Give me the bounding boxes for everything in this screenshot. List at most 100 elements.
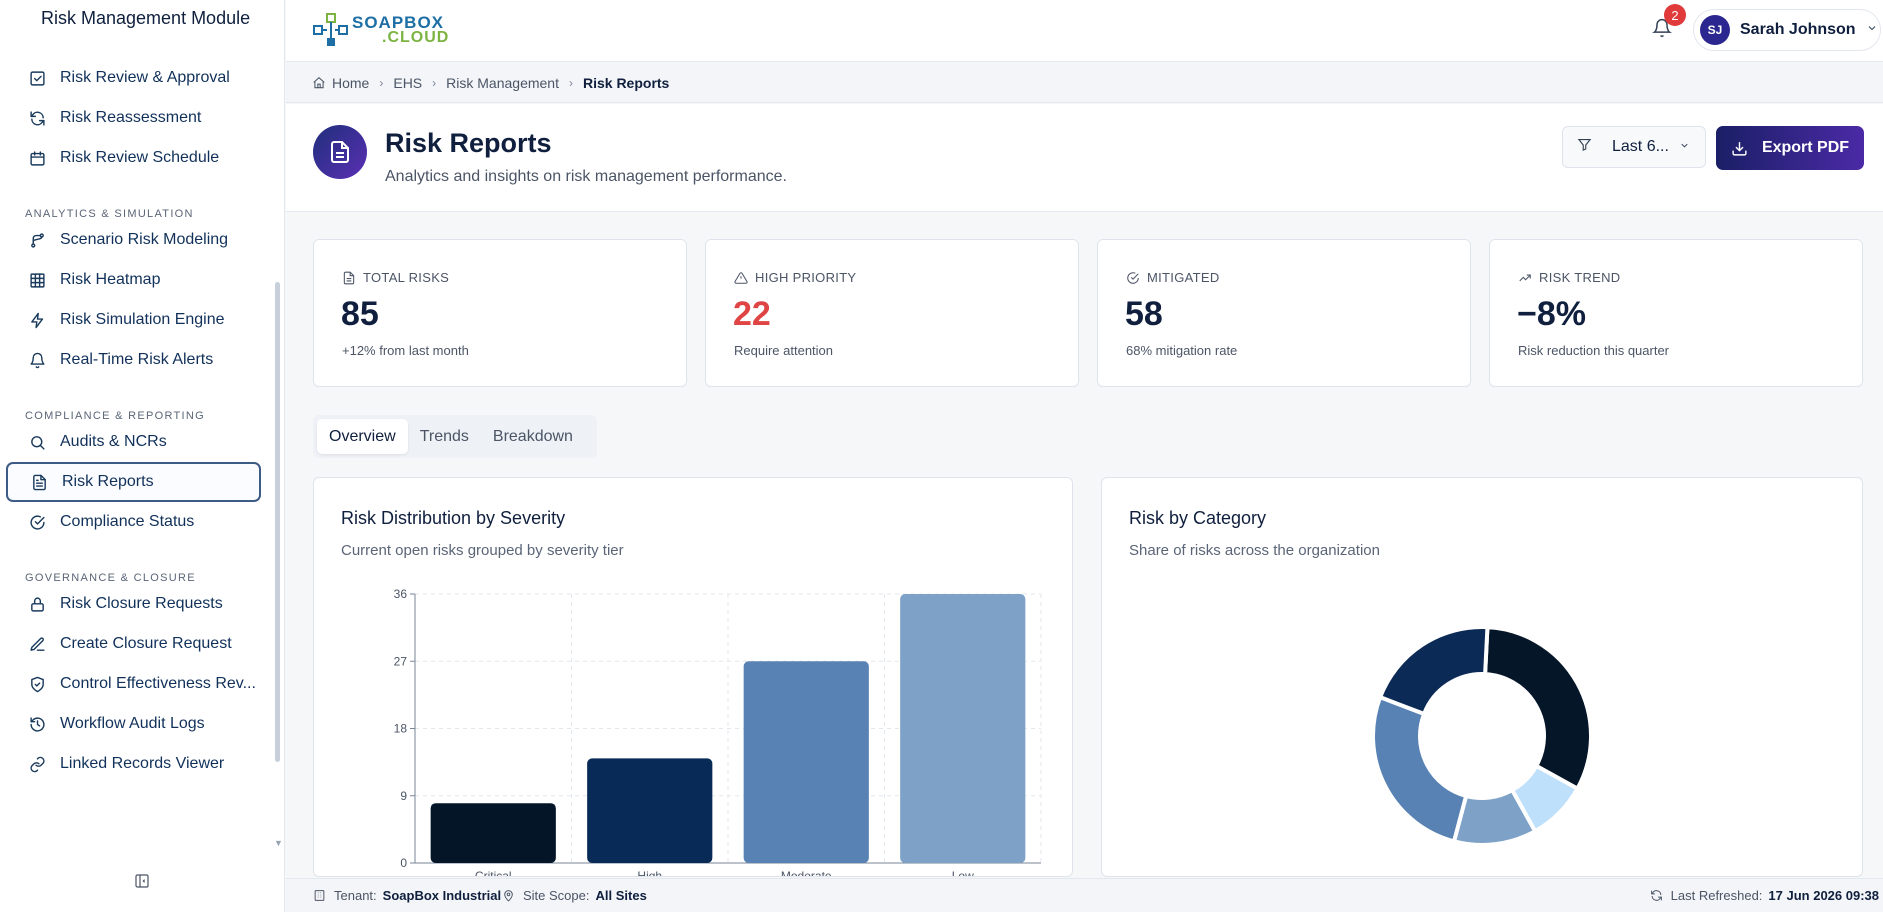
sidebar-item-workflow-audit-logs[interactable]: Workflow Audit Logs — [6, 704, 261, 744]
kpi-note: Require attention — [734, 343, 834, 358]
sidebar-item-label: Risk Review Schedule — [60, 149, 220, 166]
scroll-down-arrow-icon[interactable]: ▼ — [274, 838, 283, 848]
y-tick-label: 9 — [400, 789, 407, 803]
x-tick-label: Moderate — [781, 869, 832, 877]
last-refreshed-value: 17 Jun 2026 09:38 — [1768, 888, 1879, 903]
sidebar-item-risk-review-approval[interactable]: Risk Review & Approval — [6, 58, 261, 98]
chevron-down-icon — [1866, 21, 1878, 39]
sidebar-item-risk-reports[interactable]: Risk Reports — [6, 462, 261, 502]
document-icon — [343, 271, 355, 284]
soapbox-logo[interactable]: SOAPBOX .CLOUD — [312, 12, 449, 48]
breadcrumb-risk-management[interactable]: Risk Management — [446, 74, 559, 91]
sidebar-item-scenario-risk-modeling[interactable]: Scenario Risk Modeling — [6, 220, 261, 260]
kpi-note: 68% mitigation rate — [1126, 343, 1238, 358]
x-tick-label: Critical — [475, 869, 512, 877]
kpi-value: −8% — [1517, 295, 1586, 333]
logo-text: SOAPBOX .CLOUD — [352, 13, 450, 46]
sidebar-item-risk-reassessment[interactable]: Risk Reassessment — [6, 98, 261, 138]
chevron-right-icon: › — [379, 75, 384, 90]
user-menu-button[interactable]: SJ Sarah Johnson — [1693, 9, 1881, 51]
notification-bell-icon[interactable] — [1652, 18, 1676, 42]
tab-trends[interactable]: Trends — [419, 427, 469, 445]
check-circle-icon — [28, 513, 46, 531]
category-donut-chart — [1371, 625, 1593, 847]
lock-icon — [28, 595, 46, 613]
calendar-icon — [28, 149, 46, 167]
page-header: Risk Reports Analytics and insights on r… — [286, 104, 1883, 212]
sidebar-item-risk-simulation-engine[interactable]: Risk Simulation Engine — [6, 300, 261, 340]
refresh-icon — [28, 109, 46, 127]
chart-title: Risk by Category — [1129, 508, 1267, 528]
sidebar-item-linked-records-viewer[interactable]: Linked Records Viewer — [6, 744, 261, 784]
sidebar-item-label: Audits & NCRs — [60, 433, 167, 450]
kpi-value: 22 — [733, 295, 771, 333]
logo-mark-icon — [312, 12, 348, 48]
kpi-label: TOTAL RISKS — [363, 270, 450, 285]
sidebar-item-audits-ncrs[interactable]: Audits & NCRs — [6, 422, 261, 462]
sidebar-item-label: Scenario Risk Modeling — [60, 231, 229, 248]
sidebar-item-compliance-status[interactable]: Compliance Status — [6, 502, 261, 542]
user-name: Sarah Johnson — [1740, 21, 1856, 38]
top-bar: SOAPBOX .CLOUD 2 SJ Sarah Johnson — [286, 0, 1883, 62]
site-scope-value: All Sites — [595, 888, 647, 903]
donut-slice — [1371, 694, 1469, 844]
kpi-card-high-priority: HIGH PRIORITY 22 Require attention — [705, 239, 1079, 387]
chart-title: Risk Distribution by Severity — [341, 508, 566, 528]
sidebar-item-control-effectiveness-review[interactable]: Control Effectiveness Rev... — [6, 664, 261, 704]
export-pdf-button[interactable]: Export PDF — [1716, 126, 1864, 170]
sidebar-item-create-closure-request[interactable]: Create Closure Request — [6, 624, 261, 664]
sidebar-item-label: Risk Heatmap — [60, 271, 161, 288]
tab-overview[interactable]: Overview — [317, 419, 408, 454]
donut-slice — [1377, 625, 1490, 717]
sidebar-item-label: Risk Review & Approval — [60, 69, 230, 86]
chevron-right-icon: › — [432, 75, 437, 90]
collapse-sidebar-icon[interactable] — [134, 873, 150, 889]
alert-triangle-icon — [734, 271, 748, 284]
sidebar-item-label: Real-Time Risk Alerts — [60, 351, 214, 368]
filter-icon — [1577, 137, 1592, 157]
tenant-value: SoapBox Industrial — [382, 888, 502, 903]
kpi-card-risk-trend: RISK TREND −8% Risk reduction this quart… — [1489, 239, 1863, 387]
sidebar-item-label: Risk Reports — [62, 473, 154, 490]
last-refreshed-label: Last Refreshed: — [1670, 888, 1763, 903]
sidebar-item-label: Risk Simulation Engine — [60, 311, 225, 328]
y-tick-label: 18 — [394, 722, 408, 736]
kpi-label: HIGH PRIORITY — [755, 270, 857, 285]
report-icon — [313, 125, 367, 179]
breadcrumb-home[interactable]: Home — [332, 74, 370, 91]
trending-up-icon — [1519, 274, 1531, 281]
y-tick-label: 36 — [394, 587, 408, 601]
x-tick-label: High — [637, 869, 662, 877]
sidebar-item-risk-review-schedule[interactable]: Risk Review Schedule — [6, 138, 261, 178]
bar-low — [900, 594, 1026, 863]
sidebar-nav: Risk Review & Approval Risk Reassessment… — [0, 58, 270, 784]
sidebar-item-label: Linked Records Viewer — [60, 755, 225, 772]
bar-moderate — [743, 661, 869, 863]
bar-high — [587, 758, 713, 863]
sidebar-item-risk-heatmap[interactable]: Risk Heatmap — [6, 260, 261, 300]
kpi-note: +12% from last month — [342, 343, 469, 358]
chevron-right-icon: › — [568, 75, 573, 90]
tab-breakdown[interactable]: Breakdown — [492, 427, 573, 445]
history-icon — [28, 715, 46, 733]
bar-critical — [430, 803, 556, 863]
tenant-label: Tenant: — [334, 888, 377, 903]
sidebar-item-label: Compliance Status — [60, 513, 195, 530]
lightning-icon — [28, 311, 46, 329]
severity-bar-chart: 0 9 18 27 36 Critical High Moderate Low — [394, 587, 1042, 877]
severity-chart-panel: Risk Distribution by Severity Current op… — [313, 477, 1073, 877]
sidebar-title: Risk Management Module — [41, 8, 251, 28]
grid-icon — [28, 271, 46, 289]
kpi-value: 85 — [341, 295, 379, 333]
sidebar-item-real-time-risk-alerts[interactable]: Real-Time Risk Alerts — [6, 340, 261, 380]
kpi-label: MITIGATED — [1147, 270, 1220, 285]
status-footer: Tenant: SoapBox Industrial Site Scope: A… — [286, 878, 1883, 912]
sidebar-item-risk-closure-requests[interactable]: Risk Closure Requests — [6, 584, 261, 624]
check-circle-icon — [1127, 271, 1139, 284]
sidebar-scrollbar[interactable] — [275, 282, 280, 762]
date-range-filter[interactable]: Last 6... — [1562, 126, 1706, 168]
page-title: Risk Reports — [385, 128, 552, 158]
breadcrumb: Home › EHS › Risk Management › Risk Repo… — [286, 63, 1883, 103]
refresh-icon[interactable] — [1650, 889, 1663, 902]
breadcrumb-ehs[interactable]: EHS — [393, 74, 423, 91]
